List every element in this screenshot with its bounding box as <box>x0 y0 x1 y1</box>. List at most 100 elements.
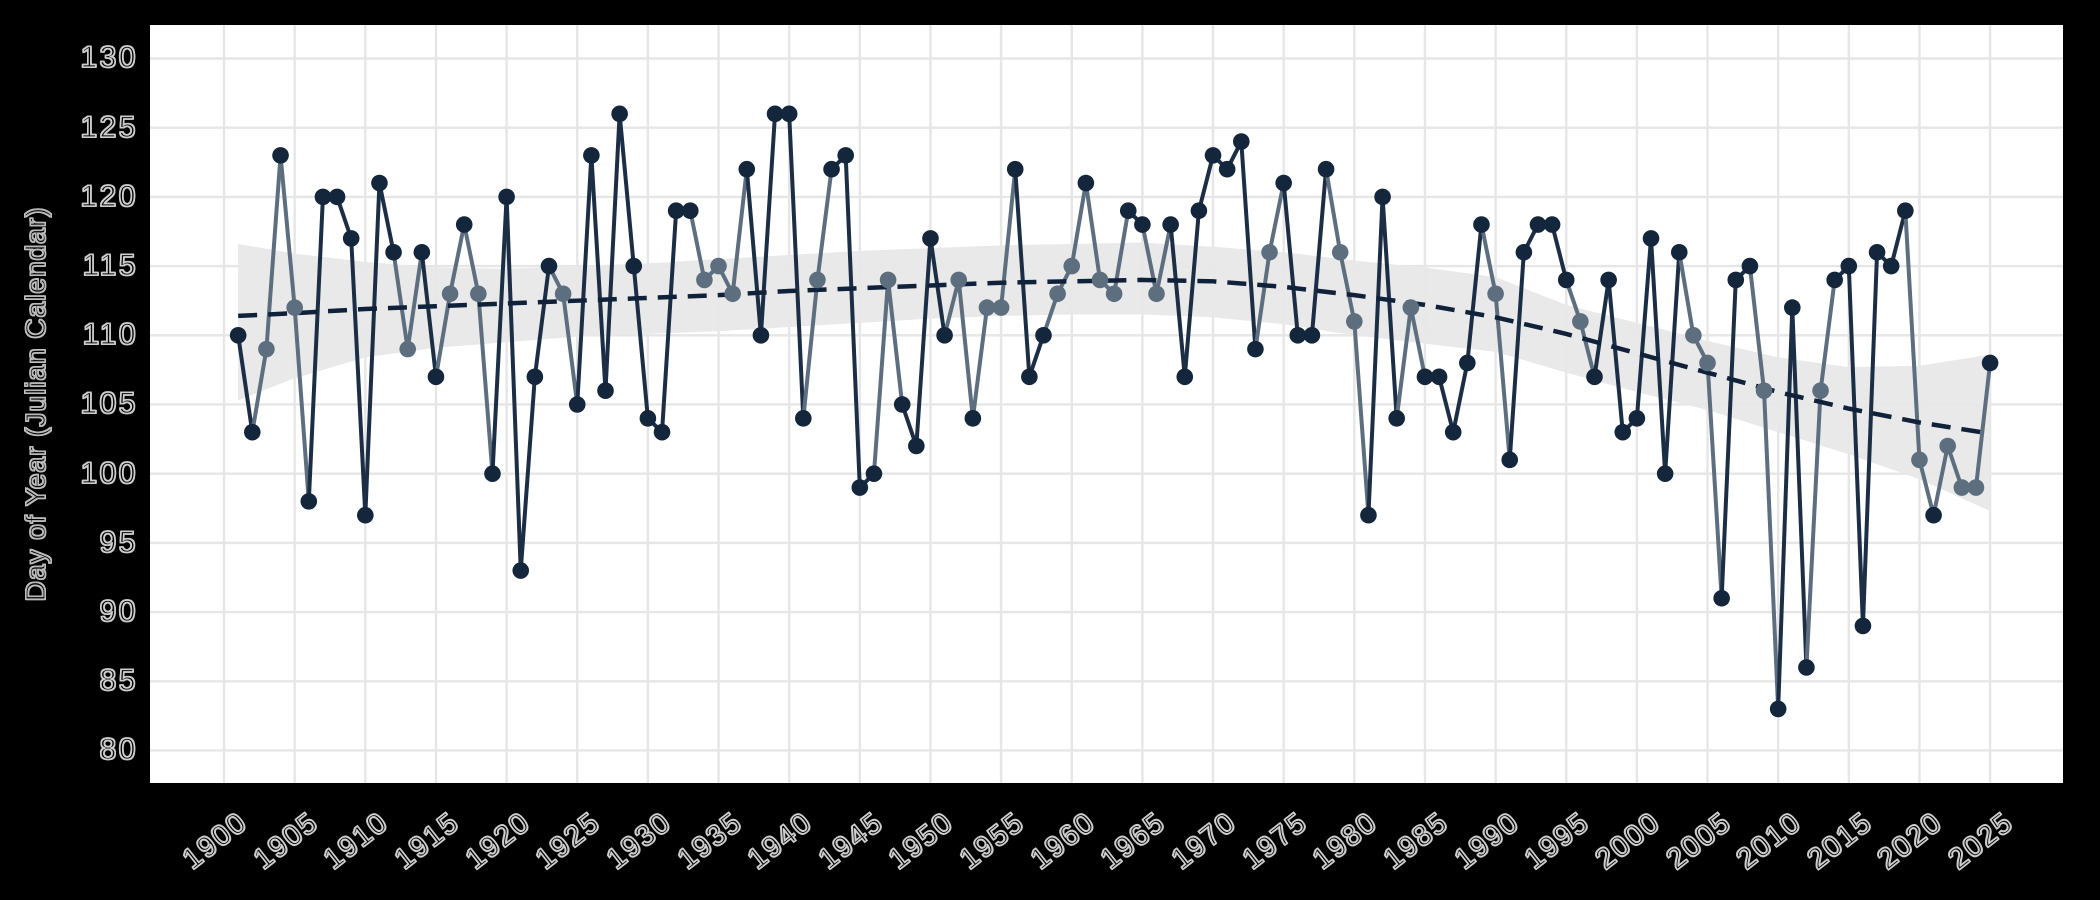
data-point <box>1798 659 1815 676</box>
data-point <box>1430 368 1448 386</box>
data-line-segment <box>1846 264 1865 628</box>
data-line-segment <box>278 153 297 310</box>
data-point <box>1586 368 1603 386</box>
data-point-muted <box>1911 451 1928 469</box>
data-point <box>314 188 332 206</box>
data-line-segment <box>688 208 707 282</box>
data-point <box>823 160 840 178</box>
data-line-segment <box>349 236 368 518</box>
data-line-segment <box>631 264 650 421</box>
data-point <box>342 230 360 247</box>
data-point <box>639 410 657 427</box>
y-tick-label: 105 <box>80 387 138 421</box>
data-point <box>1006 160 1024 178</box>
data-line-segment <box>391 250 410 352</box>
data-point <box>300 493 318 510</box>
data-line-segment <box>1083 181 1103 282</box>
data-point <box>1444 423 1462 441</box>
data-line-segment <box>660 208 679 435</box>
data-point <box>229 326 247 344</box>
data-line-segment <box>1380 194 1399 421</box>
data-point <box>1473 216 1490 233</box>
y-tick-label: 120 <box>80 179 138 213</box>
data-point <box>1317 160 1335 178</box>
data-line-segment <box>405 250 424 352</box>
data-point-muted <box>1261 243 1278 261</box>
y-tick-label: 125 <box>80 110 138 144</box>
data-line-segment <box>1069 181 1088 269</box>
data-point <box>568 396 586 413</box>
y-tick-label: 110 <box>82 318 138 352</box>
data-point <box>667 202 685 220</box>
data-point-muted <box>1091 271 1109 289</box>
data-point <box>1459 354 1476 372</box>
data-point <box>1360 506 1377 524</box>
data-point <box>936 326 953 344</box>
data-line-segment <box>1493 291 1512 462</box>
data-line-segment <box>1790 305 1809 670</box>
data-point <box>1769 700 1787 718</box>
data-line-segment <box>561 291 580 407</box>
data-point <box>1232 133 1250 150</box>
data-point-muted <box>724 285 741 303</box>
data-point <box>1713 589 1730 607</box>
data-line-segment <box>377 181 396 255</box>
data-point <box>1727 271 1745 289</box>
data-point <box>625 257 643 275</box>
data-point <box>1303 326 1321 344</box>
data-point <box>1854 617 1872 635</box>
data-line-segment <box>264 153 283 352</box>
data-line-segment <box>1408 305 1427 379</box>
data-point <box>795 410 812 427</box>
data-point-muted <box>1967 479 1985 496</box>
data-line-segment <box>758 111 778 338</box>
data-line-segment <box>419 250 438 379</box>
data-line-segment <box>1917 457 1936 518</box>
data-point <box>752 326 770 344</box>
data-line-segment <box>1889 208 1908 269</box>
data-line-segment <box>1437 374 1456 435</box>
data-point-muted <box>1487 285 1504 303</box>
data-line-segment <box>1550 222 1569 282</box>
data-line-segment <box>1451 360 1470 435</box>
data-line-segment <box>914 236 933 449</box>
data-point <box>1557 271 1575 289</box>
data-line-segment <box>1352 319 1371 518</box>
data-point-muted <box>1049 285 1066 303</box>
data-point-muted <box>1148 285 1165 303</box>
data-line-segment <box>1366 194 1385 518</box>
data-point <box>371 174 388 192</box>
data-line-segment <box>1239 139 1258 352</box>
data-line-segment <box>1507 250 1526 462</box>
data-line-segment <box>970 305 989 421</box>
data-point <box>243 423 261 441</box>
data-point <box>738 160 756 178</box>
data-line-segment <box>1479 222 1498 296</box>
data-point-muted <box>554 285 572 303</box>
data-point <box>526 368 544 386</box>
data-point <box>1035 326 1052 344</box>
data-point-muted <box>399 340 417 358</box>
data-point <box>1783 299 1801 316</box>
data-point-muted <box>710 257 727 275</box>
data-point <box>1416 368 1434 386</box>
data-line-segment <box>1973 360 1993 490</box>
data-point-muted <box>258 340 275 358</box>
data-line-segment <box>1281 181 1300 338</box>
data-line-segment <box>1818 277 1837 393</box>
y-tick-label: 115 <box>82 249 138 283</box>
data-line-segment <box>518 374 537 573</box>
data-line-segment <box>1168 222 1187 379</box>
data-point <box>1656 465 1674 482</box>
data-point-muted <box>1331 243 1349 261</box>
data-line-segment <box>1394 305 1413 421</box>
data-point-muted <box>1572 313 1589 330</box>
data-line-segment <box>292 305 311 504</box>
data-point-muted <box>1346 313 1363 330</box>
data-point <box>498 188 515 206</box>
data-line-segment <box>1465 222 1484 365</box>
data-point <box>1826 271 1843 289</box>
data-point <box>597 382 614 399</box>
data-point <box>611 105 628 123</box>
